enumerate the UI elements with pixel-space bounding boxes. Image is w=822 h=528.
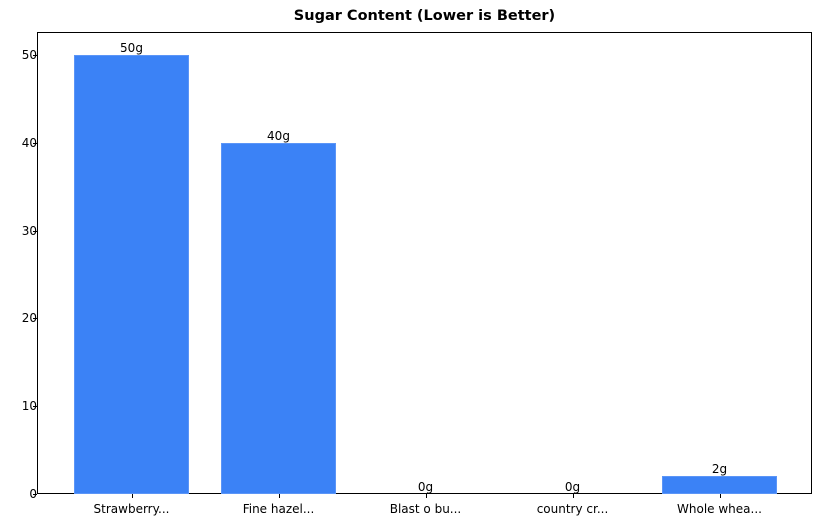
y-tick-label: 10: [21, 399, 37, 414]
plot-area: [37, 32, 812, 494]
chart-title: Sugar Content (Lower is Better): [293, 8, 556, 24]
x-tick-mark: [131, 494, 133, 498]
bar-value-label: 0g: [564, 480, 581, 494]
x-tick-mark: [425, 494, 427, 498]
y-tick-label: 30: [21, 223, 37, 238]
bar-value-label: 50g: [120, 41, 143, 55]
bar: [662, 476, 777, 494]
x-tick-label: Whole whea...: [677, 502, 762, 516]
bar: [74, 55, 189, 494]
bar-value-label: 2g: [711, 462, 728, 477]
x-tick-mark: [572, 494, 574, 498]
y-tick-mark: [33, 318, 37, 320]
y-tick-label: 50: [21, 48, 37, 62]
y-tick-mark: [33, 142, 37, 144]
y-tick-mark: [33, 55, 37, 56]
x-tick-label: country cr...: [536, 502, 609, 516]
x-tick-label: Fine hazel...: [242, 502, 315, 516]
y-tick-mark: [33, 406, 37, 408]
y-tick-label: 0: [29, 487, 37, 501]
bar-value-label: 0g: [417, 480, 434, 494]
y-tick-label: 40: [21, 135, 37, 150]
x-tick-mark: [278, 494, 280, 498]
x-tick-label: Strawberry...: [93, 502, 170, 516]
y-tick-mark: [33, 230, 37, 232]
x-tick-mark: [719, 494, 721, 498]
x-tick-label: Blast o bu...: [389, 502, 462, 516]
bar: [221, 142, 336, 494]
y-tick-mark: [33, 494, 37, 495]
y-tick-label: 20: [21, 311, 37, 326]
bar-value-label: 40g: [267, 128, 290, 143]
